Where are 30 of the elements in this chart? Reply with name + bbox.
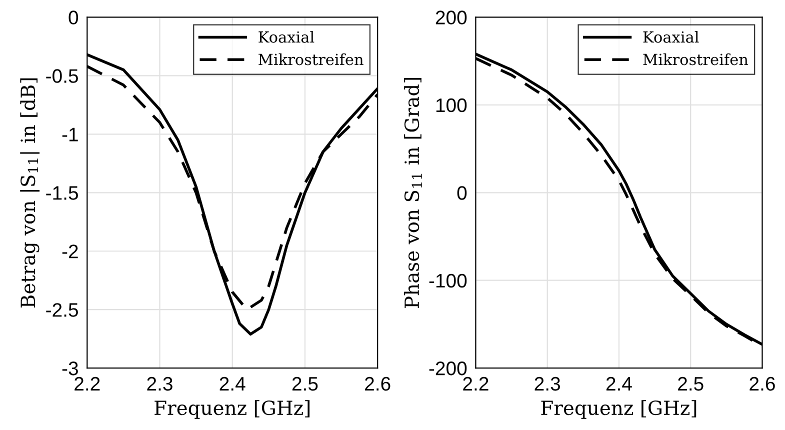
y-axis-title: Phase von S$_{11}$ in [Grad] (404, 78, 422, 308)
y-axis-title: Betrag von |S$_{11}$| in [dB] (20, 78, 40, 308)
y-tick-label: -2 (62, 244, 78, 258)
y-tick-label: -200 (429, 362, 467, 376)
x-tick-label: 2.3 (534, 376, 560, 391)
x-tick-label: 2.2 (463, 376, 488, 391)
x-axis-title: Frequenz [GHz] (154, 400, 310, 419)
legend-label: Mikrostreifen (643, 53, 748, 66)
legend-label: Mikrostreifen (258, 53, 364, 66)
y-tick-label: -3 (62, 362, 78, 376)
x-tick-label: 2.2 (74, 376, 100, 391)
legend-label: Koaxial (643, 30, 699, 43)
y-tick-label: -100 (429, 274, 467, 288)
x-tick-label: 2.3 (147, 376, 172, 391)
x-tick-label: 2.6 (365, 376, 390, 391)
x-tick-label: 2.5 (678, 376, 704, 391)
y-tick-label: 0 (68, 10, 78, 24)
y-tick-label: 200 (436, 10, 467, 24)
legend-label: Koaxial (258, 30, 314, 43)
x-tick-label: 2.4 (606, 376, 632, 391)
x-tick-label: 2.4 (220, 376, 246, 391)
x-tick-label: 2.6 (750, 376, 775, 391)
y-tick-label: 100 (436, 98, 467, 112)
x-axis-title: Frequenz [GHz] (541, 400, 696, 419)
y-tick-label: 0 (457, 186, 467, 200)
y-tick-label: -1.5 (46, 186, 78, 200)
y-tick-label: -1 (62, 128, 78, 142)
x-tick-label: 2.5 (292, 376, 318, 391)
y-tick-label: -0.5 (46, 69, 78, 83)
y-tick-label: -2.5 (46, 303, 78, 317)
